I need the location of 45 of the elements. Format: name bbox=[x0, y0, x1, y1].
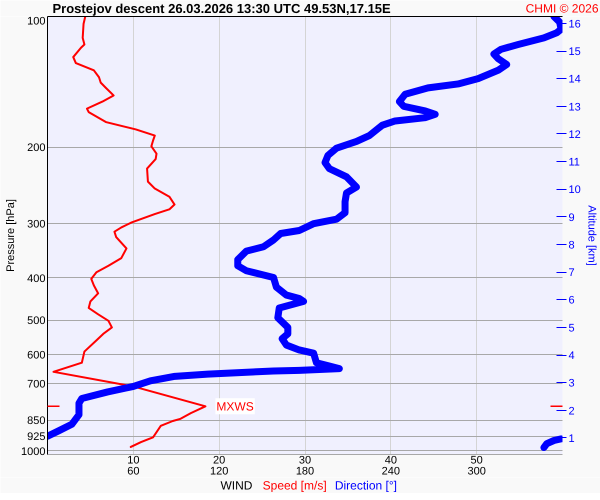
text: Direction [°] bbox=[334, 478, 398, 492]
y-tick-label: 100 bbox=[27, 16, 46, 28]
x2-tick-label: 240 bbox=[382, 466, 400, 478]
y-tick-label: 500 bbox=[27, 315, 46, 328]
y-axis-title: Pressure [hPa] bbox=[5, 199, 18, 272]
y-tick-label: 200 bbox=[27, 142, 46, 154]
y2-tick-label: 1 bbox=[568, 432, 575, 445]
y-tick-label: 1000 bbox=[21, 446, 46, 458]
y2-tick-label: 11 bbox=[568, 156, 580, 169]
x2-tick-label: 180 bbox=[296, 466, 314, 478]
y2-tick-label: 15 bbox=[568, 46, 581, 58]
y2-tick-label: 5 bbox=[568, 322, 575, 334]
chart-title: Prostejov descent 26.03.2026 13:30 UTC 49.53N,17.15E bbox=[52, 1, 392, 16]
y2-tick-label: 9 bbox=[568, 212, 575, 224]
x-tick-label: 10 bbox=[127, 454, 140, 466]
x2-tick-label: 60 bbox=[127, 466, 140, 478]
y2-tick-label: 8 bbox=[568, 239, 575, 252]
x2-tick-label: 120 bbox=[210, 466, 228, 478]
y-tick-label: 400 bbox=[27, 272, 46, 285]
y-tick-label: 700 bbox=[27, 378, 46, 390]
y-tick-label: 300 bbox=[27, 218, 46, 231]
y2-tick-label: 7 bbox=[568, 267, 575, 280]
line-series bbox=[52, 16, 206, 448]
y2-tick-label: 6 bbox=[568, 294, 575, 307]
y2-axis-title: Altitude [km] bbox=[586, 205, 598, 266]
y2-tick-label: 16 bbox=[568, 18, 581, 30]
y-tick-label: 600 bbox=[27, 349, 46, 362]
x2-tick-label: 300 bbox=[467, 466, 486, 478]
x-tick-label: 20 bbox=[213, 454, 226, 466]
text: CHMI © 2026 bbox=[526, 2, 599, 16]
y2-tick-label: 14 bbox=[568, 74, 581, 86]
annotation: MXWS bbox=[216, 399, 254, 414]
y2-tick-label: 4 bbox=[568, 350, 575, 362]
y-tick-label: 925 bbox=[27, 431, 46, 444]
x-tick-label: 30 bbox=[298, 454, 312, 466]
y-tick-label: 850 bbox=[27, 415, 46, 428]
y2-tick-label: 2 bbox=[568, 405, 575, 418]
y2-tick-label: 3 bbox=[568, 378, 575, 390]
x-tick-label: 40 bbox=[384, 454, 397, 466]
y2-tick-label: 12 bbox=[568, 128, 581, 141]
text: Speed [m/s] bbox=[262, 478, 327, 492]
y2-tick-label: 13 bbox=[568, 101, 581, 114]
y2-tick-label: 10 bbox=[568, 184, 581, 196]
x-tick-label: 50 bbox=[470, 454, 483, 466]
x-axis-title: WIND bbox=[220, 478, 253, 492]
